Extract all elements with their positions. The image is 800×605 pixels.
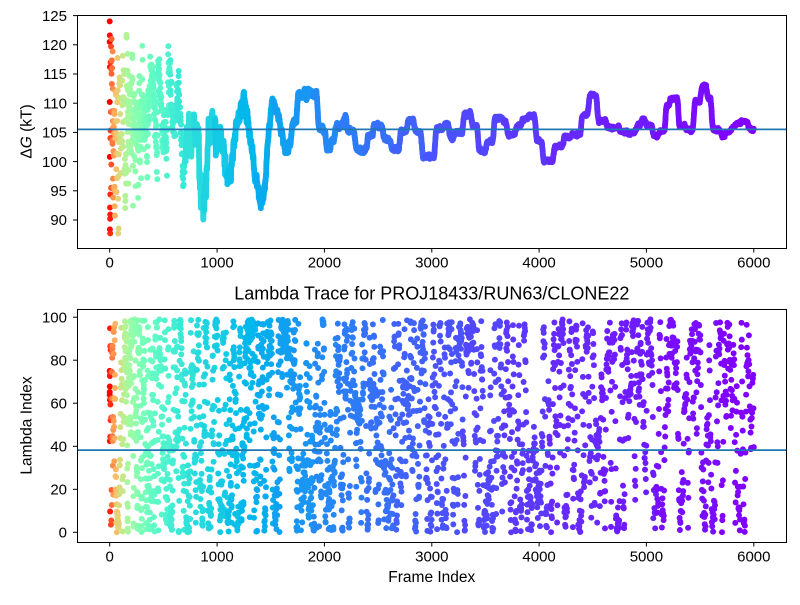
- svg-text:Lambda Index: Lambda Index: [19, 376, 36, 474]
- svg-text:100: 100: [42, 309, 67, 326]
- svg-text:1000: 1000: [200, 548, 233, 565]
- svg-text:0: 0: [106, 548, 114, 565]
- svg-text:3000: 3000: [415, 254, 448, 271]
- svg-text:90: 90: [50, 212, 67, 229]
- svg-text:5000: 5000: [630, 548, 663, 565]
- svg-text:80: 80: [50, 352, 67, 369]
- svg-text:95: 95: [50, 183, 67, 200]
- svg-text:1000: 1000: [200, 254, 233, 271]
- svg-text:3000: 3000: [415, 548, 448, 565]
- svg-text:6000: 6000: [737, 254, 770, 271]
- svg-text:4000: 4000: [522, 548, 555, 565]
- svg-text:2000: 2000: [308, 254, 341, 271]
- svg-text:60: 60: [50, 395, 67, 412]
- svg-text:100: 100: [42, 154, 67, 171]
- svg-text:125: 125: [42, 8, 67, 25]
- svg-text:105: 105: [42, 125, 67, 142]
- svg-text:4000: 4000: [522, 254, 555, 271]
- svg-text:6000: 6000: [737, 548, 770, 565]
- svg-text:Lambda Trace for PROJ18433/RUN: Lambda Trace for PROJ18433/RUN63/CLONE22: [234, 284, 629, 304]
- svg-text:5000: 5000: [630, 254, 663, 271]
- svg-text:0: 0: [59, 525, 67, 542]
- svg-text:115: 115: [43, 66, 67, 83]
- svg-text:0: 0: [106, 254, 114, 271]
- svg-text:20: 20: [50, 482, 67, 499]
- svg-text:2000: 2000: [308, 548, 341, 565]
- svg-text:110: 110: [43, 95, 67, 112]
- svg-text:40: 40: [50, 439, 67, 456]
- svg-text:ΔG (kT): ΔG (kT): [19, 104, 36, 158]
- svg-text:120: 120: [42, 37, 67, 54]
- svg-text:Frame Index: Frame Index: [388, 569, 475, 586]
